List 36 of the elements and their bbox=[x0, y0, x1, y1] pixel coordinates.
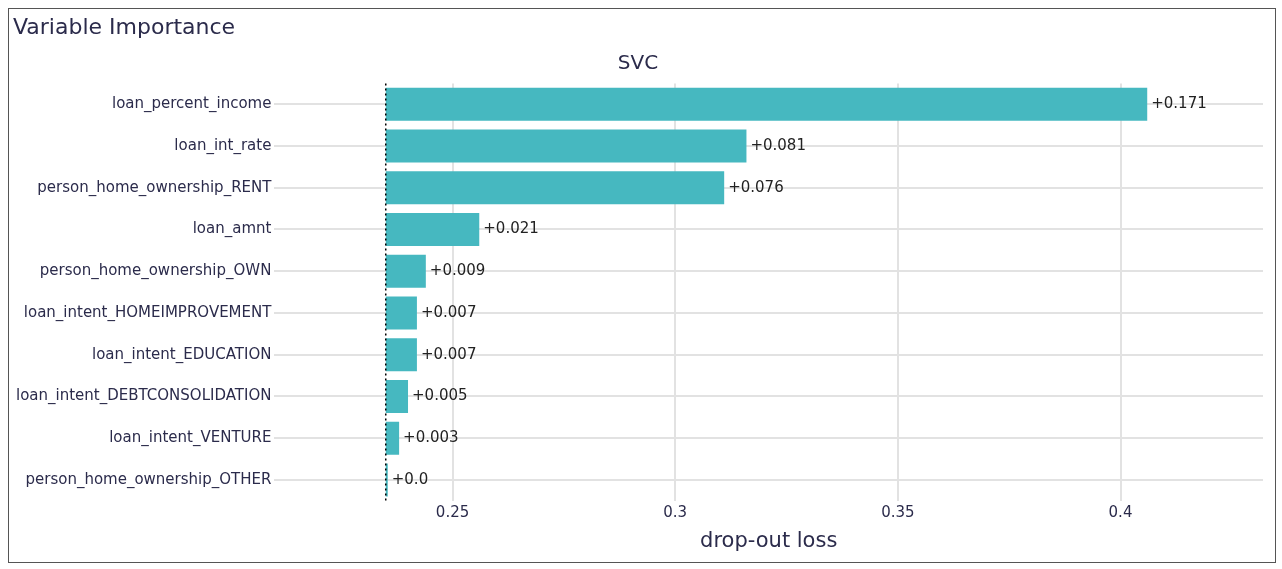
x-tick-label: 0.3 bbox=[663, 502, 688, 521]
bar bbox=[385, 421, 400, 455]
data-label: +0.005 bbox=[412, 386, 468, 405]
x-tick-label: 0.25 bbox=[435, 502, 470, 521]
data-label: +0.171 bbox=[1151, 94, 1207, 113]
y-tick-label: person_home_ownership_RENT bbox=[37, 177, 273, 197]
bar bbox=[385, 296, 417, 330]
y-tick-label: loan_int_rate bbox=[174, 135, 272, 155]
bar bbox=[385, 129, 747, 163]
bar bbox=[385, 379, 409, 413]
chart-subtitle: SVC bbox=[617, 49, 659, 74]
bar bbox=[385, 254, 426, 288]
bar bbox=[385, 171, 725, 205]
y-tick-label: person_home_ownership_OWN bbox=[39, 261, 272, 281]
data-label: +0.007 bbox=[420, 344, 477, 363]
y-tick-label: loan_intent_EDUCATION bbox=[92, 344, 272, 364]
y-tick-label: person_home_ownership_OTHER bbox=[25, 469, 272, 489]
x-axis-title: drop-out loss bbox=[700, 527, 838, 552]
bar bbox=[385, 212, 480, 247]
data-label: +0.003 bbox=[403, 428, 459, 447]
bar bbox=[385, 338, 417, 372]
y-tick-label: loan_intent_VENTURE bbox=[109, 428, 272, 448]
chart-title: Variable Importance bbox=[13, 13, 236, 39]
x-tick-label: 0.4 bbox=[1108, 502, 1133, 521]
data-label: +0.009 bbox=[429, 261, 486, 280]
data-label: +0.076 bbox=[728, 177, 784, 196]
data-label: +0.081 bbox=[750, 135, 806, 154]
y-tick-label: loan_percent_income bbox=[111, 94, 272, 114]
x-tick-label: 0.35 bbox=[881, 502, 915, 521]
y-tick-label: loan_intent_HOMEIMPROVEMENT bbox=[23, 302, 273, 322]
y-tick-label: loan_amnt bbox=[192, 219, 272, 239]
data-label: +0.0 bbox=[391, 469, 429, 488]
data-label: +0.021 bbox=[483, 219, 539, 238]
y-tick-label: loan_intent_DEBTCONSOLIDATION bbox=[15, 386, 272, 406]
bar bbox=[385, 87, 1148, 121]
data-label: +0.007 bbox=[420, 302, 477, 321]
